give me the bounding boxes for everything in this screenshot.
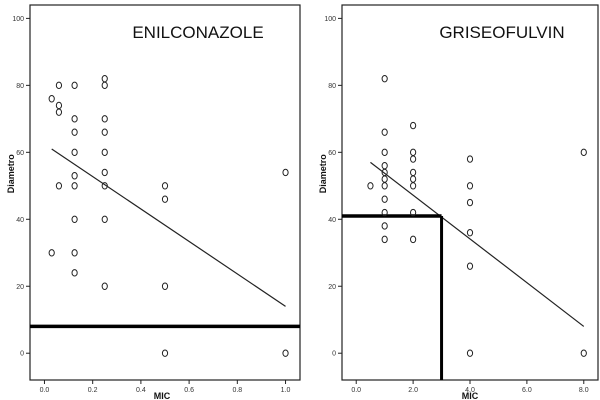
- data-point: [381, 182, 388, 190]
- data-point: [161, 182, 169, 190]
- data-point: [381, 235, 388, 244]
- data-point: [580, 148, 587, 157]
- y-axis-label: Diametro: [318, 154, 328, 194]
- y-tick-label: 100: [12, 16, 24, 23]
- data-point: [466, 155, 474, 163]
- y-tick-label: 0: [332, 351, 336, 358]
- chart-title: GRISEOFULVIN: [439, 23, 564, 42]
- x-tick-label: 0.6: [184, 387, 194, 394]
- x-tick-label: 0.8: [232, 387, 242, 394]
- chart-panel-1: 0 20 40 60 80 100 0.0 0.2 0.4 0.6 0.8 1.0 MIC Diametr…: [6, 4, 301, 400]
- data-point: [410, 155, 417, 163]
- data-point: [101, 148, 108, 157]
- data-point: [161, 282, 169, 290]
- data-point: [381, 208, 388, 217]
- data-point: [410, 121, 417, 130]
- data-point: [161, 195, 169, 203]
- y-tick-label: 100: [324, 16, 336, 23]
- data-point: [55, 81, 63, 90]
- data-point: [48, 249, 55, 257]
- y-axis-label: Diametro: [6, 154, 16, 194]
- data-point: [381, 162, 388, 170]
- data-point: [101, 81, 108, 90]
- data-point: [381, 74, 388, 83]
- y-tick-label: 0: [20, 351, 24, 358]
- x-axis-label: MIC: [462, 391, 479, 400]
- data-point: [71, 182, 78, 190]
- data-point: [381, 148, 388, 157]
- x-tick-label: 0.0: [351, 387, 361, 394]
- data-point: [466, 198, 474, 207]
- data-point: [48, 95, 55, 103]
- y-tick-label: 40: [328, 217, 336, 224]
- chart-panel-2: 0 20 40 60 80 100 0.0 2.0 4.0 6.0 8.0 MIC Diametro GR…: [318, 4, 599, 400]
- y-tick-label: 60: [328, 150, 336, 157]
- y-tick-label: 40: [16, 217, 24, 224]
- y-tick-label: 60: [16, 150, 24, 157]
- data-point: [410, 235, 417, 244]
- y-tick-label: 80: [328, 83, 336, 90]
- data-point: [466, 349, 474, 357]
- data-point: [410, 175, 417, 183]
- data-point: [367, 182, 374, 190]
- data-point: [410, 208, 417, 217]
- x-tick-label: 6.0: [522, 387, 532, 394]
- data-point: [466, 228, 474, 237]
- data-point: [101, 282, 108, 290]
- data-point: [71, 249, 78, 257]
- data-point: [101, 215, 108, 223]
- data-point: [282, 349, 289, 357]
- x-tick-label: 0.0: [40, 387, 50, 394]
- data-point: [161, 349, 169, 357]
- data-point: [71, 128, 78, 136]
- plot-frame: [29, 4, 301, 381]
- x-tick-label: 1.0: [281, 387, 291, 394]
- y-tick-label: 20: [328, 284, 336, 291]
- x-tick-label: 0.2: [88, 387, 98, 394]
- data-point: [381, 128, 388, 136]
- data-point: [101, 168, 108, 177]
- x-tick-label: 4.0: [465, 387, 475, 394]
- data-point: [71, 115, 78, 123]
- data-point: [101, 74, 108, 83]
- data-point: [55, 182, 63, 190]
- data-point: [580, 349, 587, 357]
- plot-frame: [341, 4, 599, 381]
- data-point: [381, 195, 388, 203]
- x-axis-label: MIC: [154, 391, 171, 400]
- data-point: [71, 81, 78, 90]
- data-point: [282, 168, 289, 177]
- data-point: [71, 215, 78, 223]
- data-point: [410, 168, 417, 177]
- data-point: [410, 148, 417, 157]
- data-point: [71, 269, 78, 277]
- y-tick-label: 20: [16, 284, 24, 291]
- x-tick-label: 8.0: [579, 387, 589, 394]
- data-point: [381, 222, 388, 230]
- x-tick-label: 2.0: [408, 387, 418, 394]
- data-point: [55, 101, 63, 110]
- data-point: [381, 175, 388, 183]
- regression-line: [370, 161, 585, 327]
- regression-line: [51, 148, 286, 307]
- data-point: [466, 182, 474, 190]
- chart-title: ENILCONAZOLE: [132, 23, 263, 42]
- x-tick-label: 0.4: [136, 387, 146, 394]
- data-point: [101, 182, 108, 190]
- data-point: [71, 148, 78, 157]
- y-tick-label: 80: [16, 83, 24, 90]
- data-point: [101, 115, 108, 123]
- data-point: [410, 182, 417, 190]
- data-point: [71, 172, 78, 180]
- data-point: [466, 262, 474, 270]
- data-point: [101, 128, 108, 136]
- data-point: [55, 108, 63, 116]
